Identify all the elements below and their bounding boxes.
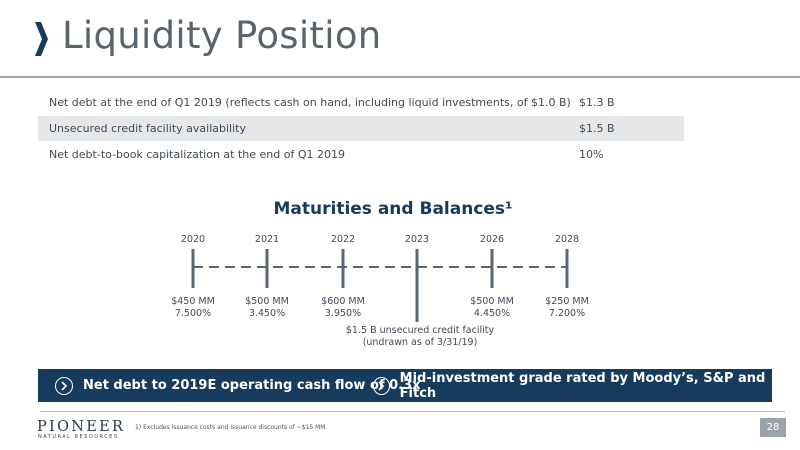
banner-text: Net debt to 2019E operating cash flow of…: [83, 378, 421, 393]
year-label: 2021: [254, 234, 280, 245]
maturity-amount: $250 MM 7.200%: [545, 296, 589, 319]
banner-item: Mid-investment grade rated by Moody’s, S…: [373, 369, 772, 402]
chevron-circle-icon: [55, 376, 73, 395]
year-label: 2022: [330, 234, 356, 245]
facility-note: $1.5 B unsecured credit facility (undraw…: [345, 325, 495, 348]
maturity-amount: $600 MM 3.950%: [321, 296, 365, 319]
page-title: Liquidity Position: [62, 14, 382, 57]
chevron-circle-icon: [373, 376, 390, 395]
summary-row: Unsecured credit facility availability $…: [38, 116, 684, 141]
summary-row: Net debt at the end of Q1 2019 (reflects…: [38, 90, 684, 115]
maturity-amount: $500 MM 4.450%: [470, 296, 514, 319]
chevron-right-icon: [35, 22, 48, 56]
title-divider: [0, 76, 800, 78]
summary-label: Net debt-to-book capitalization at the e…: [49, 148, 345, 161]
footnote: 1) Excludes issuance costs and issuance …: [135, 424, 328, 431]
summary-label: Net debt at the end of Q1 2019 (reflects…: [49, 96, 571, 109]
summary-row: Net debt-to-book capitalization at the e…: [38, 142, 684, 167]
summary-value: 10%: [579, 148, 604, 161]
banner-item: Net debt to 2019E operating cash flow of…: [55, 369, 421, 402]
maturity-amount: $500 MM 3.450%: [245, 296, 289, 319]
year-label: 2020: [180, 234, 206, 245]
summary-value: $1.3 B: [579, 96, 615, 109]
summary-label: Unsecured credit facility availability: [49, 122, 246, 135]
year-label: 2028: [554, 234, 580, 245]
year-label: 2026: [479, 234, 505, 245]
footer-divider: [40, 411, 785, 412]
banner-text: Mid-investment grade rated by Moody’s, S…: [399, 370, 766, 401]
maturities-title: Maturities and Balances¹: [273, 199, 513, 219]
highlight-banner: Net debt to 2019E operating cash flow of…: [38, 369, 772, 402]
page-number: 28: [760, 418, 786, 437]
summary-value: $1.5 B: [579, 122, 615, 135]
company-logo: PIONEER NATURAL RESOURCES: [37, 419, 126, 440]
maturity-amount: $450 MM 7.500%: [171, 296, 215, 319]
year-label: 2023: [404, 234, 430, 245]
